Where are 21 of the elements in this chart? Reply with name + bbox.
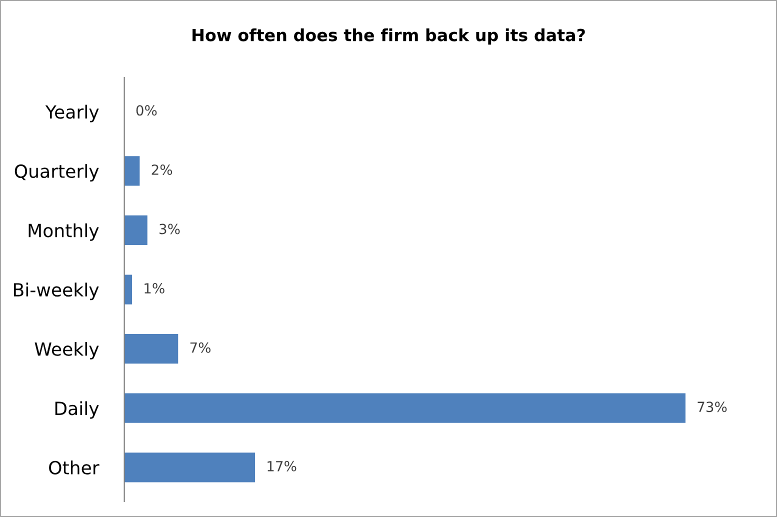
y-tick-label: Daily bbox=[55, 401, 99, 419]
y-tick-label: Monthly bbox=[28, 223, 99, 241]
bar bbox=[124, 334, 178, 364]
data-label: 17% bbox=[268, 460, 296, 472]
bar bbox=[124, 393, 686, 423]
bar bbox=[124, 452, 256, 482]
data-label: 7% bbox=[190, 342, 211, 353]
data-label: 3% bbox=[160, 224, 180, 234]
bar bbox=[124, 156, 140, 186]
data-label: 73% bbox=[698, 402, 727, 412]
y-tick-label: Weekly bbox=[34, 342, 99, 360]
y-tick-label: Other bbox=[49, 460, 100, 475]
y-tick-label: Bi-weekly bbox=[14, 282, 99, 300]
data-label: 0% bbox=[136, 105, 157, 116]
chart-title: How often does the firm back up its data? bbox=[192, 28, 585, 45]
y-tick-label: Quarterly bbox=[14, 164, 99, 182]
bar bbox=[124, 274, 132, 304]
data-label: 2% bbox=[152, 164, 172, 175]
bar bbox=[124, 215, 148, 246]
data-label: 1% bbox=[144, 283, 164, 294]
y-tick-label: Yearly bbox=[45, 104, 99, 122]
